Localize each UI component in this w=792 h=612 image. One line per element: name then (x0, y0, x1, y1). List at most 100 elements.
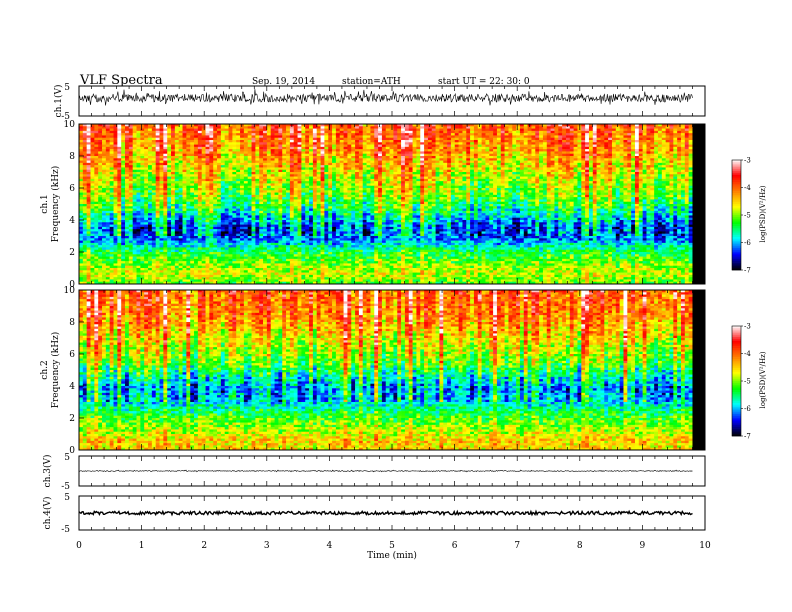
spectrogram-cell (113, 142, 118, 145)
spectrogram-cell (171, 135, 176, 139)
spectrogram-cell (190, 165, 195, 168)
spectrogram-cell (247, 130, 252, 134)
spectrogram-cell (588, 174, 594, 177)
spectrogram-cell (220, 174, 225, 177)
spectrogram-cell (194, 167, 199, 171)
spectrogram-cell (673, 178, 678, 182)
spectrogram-cell (447, 185, 452, 189)
spectrogram-cell (190, 190, 195, 193)
spectrogram-cell (631, 178, 636, 182)
spectrogram-cell (642, 130, 647, 134)
spectrogram-cell (493, 158, 498, 161)
spectrogram-cell (412, 126, 417, 129)
spectrogram-cell (293, 165, 298, 168)
spectrogram-cell (178, 190, 183, 193)
spectrogram-cell (638, 176, 643, 180)
spectrogram-cell (282, 169, 287, 173)
spectrogram-cell (205, 133, 210, 136)
spectrogram-cell (251, 144, 256, 148)
spectrogram-cell (450, 135, 456, 139)
spectrogram-cell (527, 178, 532, 182)
spectrogram-cell (481, 183, 486, 187)
spectrogram-cell (577, 151, 582, 155)
spectrogram-cell (82, 172, 87, 175)
spectrogram-cell (661, 135, 666, 139)
spectrogram-cell (650, 158, 655, 161)
spectrogram-cell (362, 130, 367, 134)
spectrogram-cell (450, 140, 456, 143)
spectrogram-cell (347, 188, 352, 191)
spectrogram-cell (125, 190, 130, 193)
spectrogram-cell (588, 133, 594, 136)
spectrogram-cell (608, 172, 613, 175)
spectrogram-cell (105, 128, 110, 132)
spectrogram-cell (136, 174, 141, 177)
spectrogram-cell (105, 185, 110, 189)
spectrogram-cell (531, 130, 536, 134)
spectrogram-cell (159, 126, 164, 129)
spectrogram-cell (542, 140, 548, 143)
spectrogram-cell (117, 144, 122, 148)
spectrogram-cell (604, 133, 609, 136)
spectrogram-cell (585, 133, 590, 136)
spectrogram-cell (424, 135, 429, 139)
spectrogram-cell (466, 133, 471, 136)
spectrogram-cell (608, 181, 613, 184)
spectrogram-cell (389, 130, 394, 134)
spectrogram-cell (155, 169, 160, 173)
spectrogram-cell (82, 158, 87, 161)
spectrogram-cell (531, 165, 536, 168)
spectrogram-cell (197, 169, 202, 173)
spectrogram-cell (240, 190, 245, 193)
spectrogram-cell (424, 156, 429, 159)
spectrogram-cell (416, 149, 421, 152)
spectrogram-cell (542, 144, 548, 148)
spectrogram-cell (305, 124, 310, 127)
spectrogram-cell (669, 128, 674, 132)
spectrogram-cell (305, 156, 310, 159)
spectrogram-cell (209, 146, 214, 150)
spectrogram-cell (393, 149, 398, 152)
spectrogram-cell (132, 124, 137, 127)
spectrogram-cell (136, 135, 141, 139)
spectrogram-cell (654, 135, 659, 139)
spectrogram-cell (174, 149, 179, 152)
spectrogram-cell (684, 169, 689, 173)
spectrogram-cell (611, 174, 617, 177)
spectrogram-cell (82, 167, 87, 171)
spectrogram-cell (627, 144, 632, 148)
spectrogram-cell (109, 135, 114, 139)
spectrogram-cell (443, 183, 448, 187)
spectrogram-cell (174, 162, 179, 166)
spectrogram-cell (481, 174, 486, 177)
spectrogram-cell (539, 158, 544, 161)
spectrogram-cell (642, 188, 647, 191)
spectrogram-cell (90, 190, 95, 193)
spectrogram-cell (638, 137, 643, 141)
spectrogram-cell (228, 169, 233, 173)
spectrogram-cell (627, 172, 632, 175)
spectrogram-cell (259, 192, 264, 196)
spectrogram-cell (443, 158, 448, 161)
spectrogram-cell (266, 165, 272, 168)
spectrogram-cell (259, 185, 264, 189)
spectrogram-cell (573, 181, 578, 184)
spectrogram-cell (305, 128, 310, 132)
spectrogram-cell (435, 151, 440, 155)
spectrogram-cell (335, 144, 341, 148)
spectrogram-cell (581, 169, 586, 173)
spectrogram-cell (627, 158, 632, 161)
spectrogram-cell (159, 158, 164, 161)
spectrogram-cell (194, 128, 199, 132)
spectrogram-cell (259, 190, 264, 193)
spectrogram-cell (98, 153, 103, 157)
spectrogram-cell (312, 146, 318, 150)
spectrogram-cell (151, 130, 156, 134)
spectrogram-cell (374, 176, 379, 180)
spectrogram-cell (312, 149, 318, 152)
spectrogram-cell (343, 183, 348, 187)
spectrogram-cell (458, 156, 463, 159)
spectrogram-cell (274, 165, 279, 168)
spectrogram-cell (86, 172, 91, 175)
spectrogram-cell (209, 176, 214, 180)
